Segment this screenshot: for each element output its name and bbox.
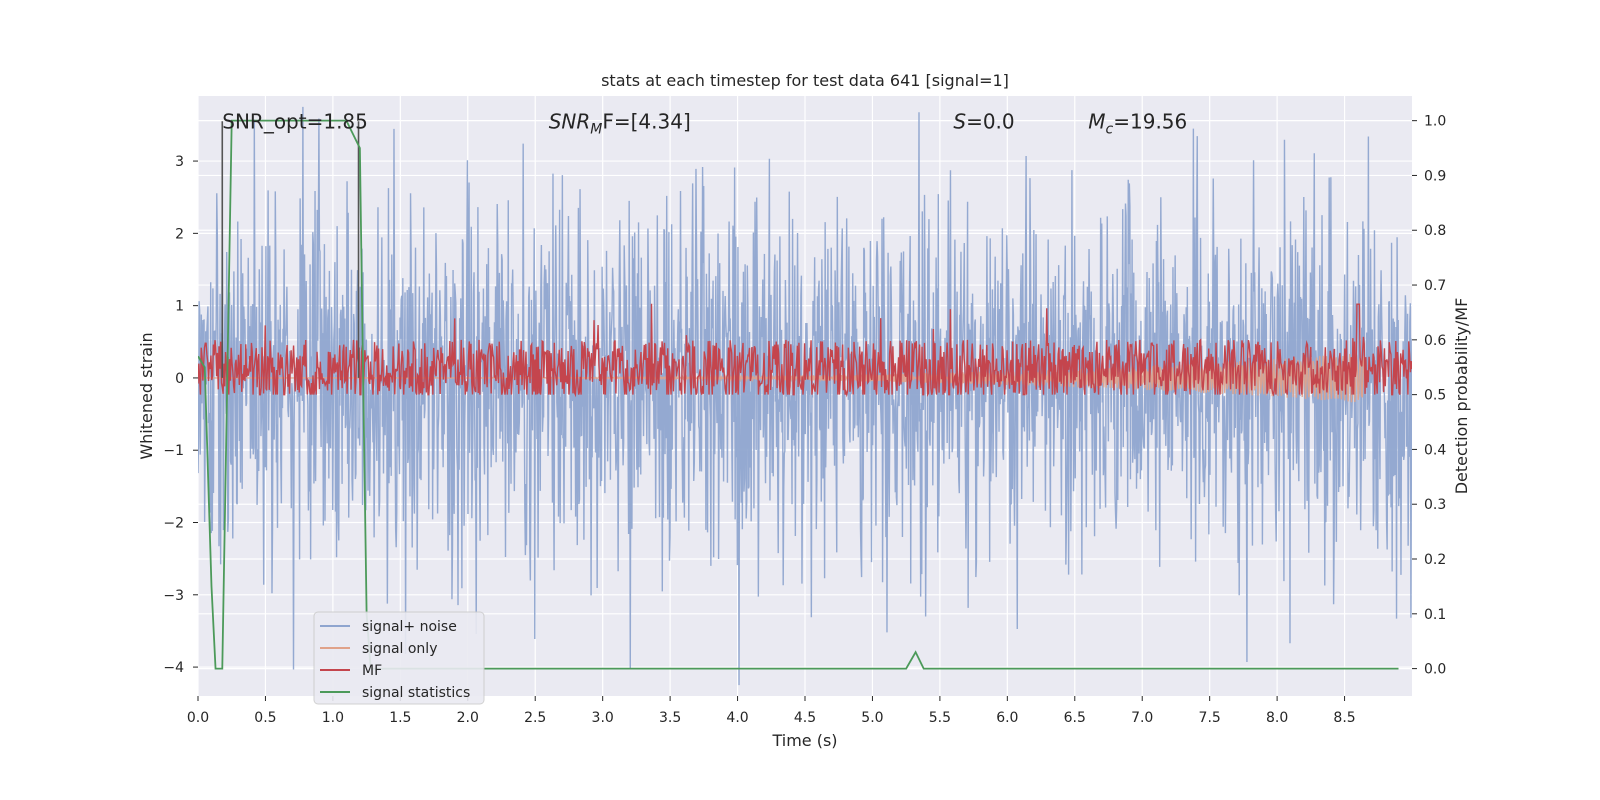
- legend-box: [313, 611, 485, 705]
- yr-tick-label-3: 0.7: [1424, 278, 1446, 294]
- annotation-1: SNRMF=[4.34]: [549, 109, 691, 137]
- legend-label-1: signal only: [362, 641, 437, 657]
- yr-tick-label-0: 1.0: [1424, 114, 1446, 130]
- x-tick-label-2: 1.0: [322, 710, 344, 726]
- yr-tick-label-7: 0.3: [1424, 497, 1446, 513]
- yr-tick-label-9: 0.1: [1424, 607, 1446, 623]
- x-tick-label-5: 2.5: [524, 710, 546, 726]
- y-axis-right-title: Detection probability/MF: [1452, 298, 1471, 495]
- x-axis-title: Time (s): [771, 731, 837, 750]
- x-tick-label-11: 5.5: [929, 710, 951, 726]
- yr-tick-label-6: 0.4: [1424, 442, 1446, 458]
- yl-tick-label-3: 0: [175, 371, 184, 387]
- annotation-0: SNR_opt=1.85: [222, 109, 368, 133]
- legend-label-3: signal statistics: [362, 685, 470, 701]
- yl-tick-label-6: −3: [163, 588, 184, 604]
- annotation-3: Mc=19.56: [1088, 109, 1187, 137]
- annotations: SNR_opt=1.85 SNRMF=[4.34] S=0.0 Mc=19.56: [222, 109, 1187, 137]
- yr-tick-label-5: 0.5: [1424, 388, 1446, 404]
- x-tick-label-12: 6.0: [996, 710, 1018, 726]
- x-tick-label-1: 0.5: [254, 710, 276, 726]
- x-tick-label-4: 2.0: [457, 710, 479, 726]
- y-axis-left-title: Whitened strain: [137, 332, 156, 459]
- x-tick-label-3: 1.5: [389, 710, 411, 726]
- x-tick-label-9: 4.5: [794, 710, 816, 726]
- legend-label-2: MF: [362, 663, 382, 679]
- legend-label-0: signal+ noise: [362, 619, 457, 635]
- series-mf: [198, 303, 1412, 398]
- x-tick-label-7: 3.5: [659, 710, 681, 726]
- yl-tick-label-1: 2: [175, 226, 184, 242]
- yl-tick-label-0: 3: [175, 154, 184, 170]
- yr-tick-label-1: 0.9: [1424, 168, 1446, 184]
- annotation-2: S=0.0: [953, 109, 1014, 133]
- x-tick-label-8: 4.0: [726, 710, 748, 726]
- x-tick-label-15: 7.5: [1199, 710, 1221, 726]
- yr-tick-label-2: 0.8: [1424, 223, 1446, 239]
- x-tick-label-17: 8.5: [1333, 710, 1355, 726]
- yl-tick-label-2: 1: [175, 299, 184, 315]
- yr-tick-label-8: 0.2: [1424, 552, 1446, 568]
- x-tick-label-0: 0.0: [187, 710, 209, 726]
- yl-tick-label-5: −2: [163, 516, 184, 532]
- chart-title: stats at each timestep for test data 641…: [601, 71, 1009, 90]
- x-tick-label-16: 8.0: [1266, 710, 1288, 726]
- y-axis-right: 1.0 0.9 0.8 0.7 0.6 0.5 0.4 0.3 0.2 0.1 0.0: [1412, 114, 1446, 678]
- x-tick-label-13: 6.5: [1064, 710, 1086, 726]
- legend: signal+ noise signal only MF signal statist…: [313, 611, 485, 705]
- x-axis: 0.0 0.5 1.0 1.5 2.0 2.5 3.0 3.5 4.0 4.5 5.0 5.5 6.0 6…: [187, 696, 1356, 726]
- yr-tick-label-4: 0.6: [1424, 333, 1446, 349]
- yl-tick-label-7: −4: [163, 660, 184, 676]
- x-tick-label-6: 3.0: [592, 710, 614, 726]
- x-tick-label-14: 7.0: [1131, 710, 1153, 726]
- x-tick-label-10: 5.0: [861, 710, 883, 726]
- yl-tick-label-4: −1: [163, 443, 184, 459]
- y-axis-left: 3 2 1 0 −1 −2 −3 −4: [163, 154, 198, 676]
- yr-tick-label-10: 0.0: [1424, 662, 1446, 678]
